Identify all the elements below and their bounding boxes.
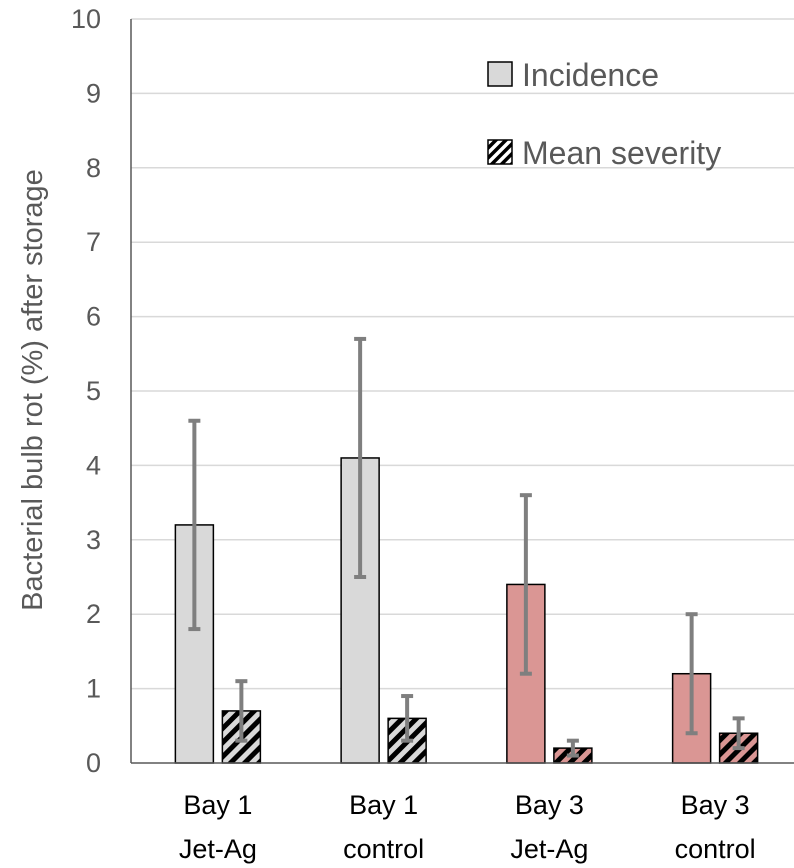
- y-tick-labels: 0 1 2 3 4 5 6 7 8 9 10: [71, 4, 101, 778]
- error-bars: [188, 336, 745, 758]
- legend-label-incidence: Incidence: [522, 57, 659, 93]
- x-category-label-line2: Jet-Ag: [179, 834, 257, 864]
- y-tick-label: 4: [86, 450, 101, 480]
- y-tick-label: 6: [86, 302, 101, 332]
- legend: Incidence Mean severity: [487, 57, 721, 171]
- x-category-label-line2: control: [675, 834, 756, 864]
- axes: [130, 19, 794, 764]
- gridlines: [131, 18, 794, 690]
- legend-swatch-mean-severity: [487, 139, 513, 165]
- y-tick-label: 3: [86, 525, 101, 555]
- x-category-label-line2: Jet-Ag: [510, 834, 588, 864]
- y-tick-label: 8: [86, 153, 101, 183]
- x-category-label-line1: Bay 3: [681, 790, 750, 820]
- y-tick-label: 5: [86, 376, 101, 406]
- x-category-label-line2: control: [343, 834, 424, 864]
- x-category-labels: Bay 1 Jet-Ag Bay 1 control Bay 3 Jet-Ag Bay 3 c…: [179, 790, 756, 864]
- legend-label-mean-severity: Mean severity: [522, 135, 721, 171]
- y-tick-label: 7: [86, 227, 101, 257]
- y-tick-label: 9: [86, 78, 101, 108]
- y-axis-title: Bacterial bulb rot (%) after storage: [17, 169, 49, 611]
- y-tick-label: 10: [71, 4, 101, 34]
- y-tick-label: 0: [86, 748, 101, 778]
- x-category-label-line1: Bay 1: [349, 790, 418, 820]
- x-category-label-line1: Bay 1: [183, 790, 252, 820]
- y-tick-label: 1: [86, 674, 101, 704]
- y-tick-label: 2: [86, 599, 101, 629]
- legend-swatch-incidence: [487, 61, 513, 87]
- x-category-label-line1: Bay 3: [515, 790, 584, 820]
- bars: [174, 457, 759, 764]
